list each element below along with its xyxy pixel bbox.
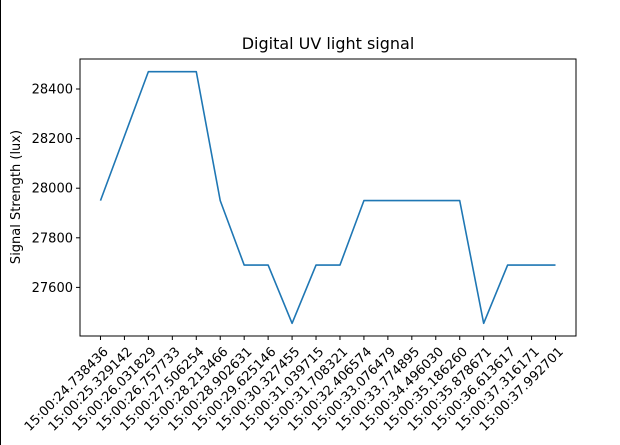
- y-tick-label: 27600: [32, 281, 73, 296]
- plot-area: 276002780028000282002840015:00:24.738436…: [22, 70, 567, 435]
- axes-frame: [79, 58, 577, 337]
- y-tick-label: 28000: [32, 182, 73, 197]
- y-tick-label: 28400: [32, 83, 73, 98]
- y-tick-label: 28200: [32, 132, 73, 147]
- series-line: [99, 70, 556, 325]
- y-axis-label: Signal Strength (lux): [9, 130, 24, 264]
- y-tick-label: 27800: [32, 231, 73, 246]
- window-left-edge: [0, 0, 1, 445]
- chart-title: Digital UV light signal: [242, 34, 415, 53]
